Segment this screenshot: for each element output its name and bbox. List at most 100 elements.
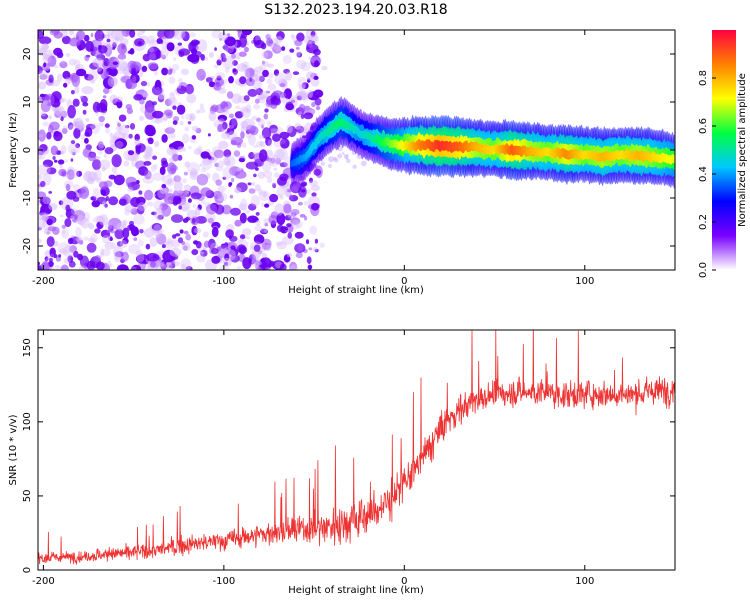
noise-blob [49, 257, 53, 262]
noise-blob [98, 181, 109, 189]
noise-blob [133, 214, 145, 225]
noise-blob [147, 62, 159, 70]
noise-blob [151, 223, 162, 231]
noise-blob [75, 143, 80, 149]
noise-blob [96, 221, 104, 230]
noise-blob [258, 149, 268, 162]
noise-blob [173, 190, 179, 198]
noise-blob [226, 127, 235, 135]
noise-blob [139, 229, 144, 234]
noise-blob [296, 52, 303, 58]
noise-blob [108, 174, 116, 180]
noise-blob [185, 85, 195, 95]
noise-blob [260, 228, 269, 235]
noise-blob [226, 131, 237, 141]
noise-blob [117, 222, 122, 231]
colorbar-tick-label: 0.0 [698, 262, 709, 278]
noise-blob [178, 78, 183, 84]
noise-blob [312, 247, 318, 252]
noise-blob [287, 176, 292, 181]
noise-blob [307, 39, 314, 49]
noise-blob [167, 133, 176, 139]
noise-blob [177, 146, 184, 153]
noise-blob [320, 161, 325, 166]
noise-blob [236, 266, 241, 269]
noise-blob [279, 162, 288, 168]
noise-blob [80, 134, 86, 140]
noise-blob [74, 121, 80, 128]
noise-blob [38, 174, 41, 179]
noise-blob [101, 248, 111, 257]
noise-blob [204, 56, 208, 61]
noise-blob [133, 231, 140, 236]
noise-blob [122, 219, 128, 225]
noise-blob [100, 248, 105, 255]
noise-blob [273, 172, 280, 178]
noise-blob [70, 148, 77, 156]
noise-blob [161, 204, 172, 217]
noise-blob [38, 217, 47, 229]
noise-blob [179, 121, 184, 126]
noise-blob [115, 141, 124, 149]
noise-blob [283, 254, 291, 263]
noise-blob [179, 229, 184, 234]
noise-blob [145, 243, 151, 250]
noise-blob [199, 163, 203, 167]
noise-blob [160, 35, 169, 49]
noise-blob [205, 77, 213, 83]
noise-blob [173, 195, 182, 205]
noise-blob [223, 257, 232, 267]
noise-blob [221, 131, 231, 140]
noise-blob [115, 37, 121, 42]
noise-blob [138, 190, 143, 195]
noise-blob [242, 228, 252, 236]
noise-blob [54, 107, 63, 114]
noise-blob [92, 159, 102, 171]
noise-blob [38, 238, 42, 244]
noise-blob [220, 108, 230, 115]
noise-blob [263, 229, 269, 233]
noise-blob [103, 153, 107, 158]
noise-blob [160, 259, 168, 270]
noise-blob [157, 214, 164, 220]
noise-blob [156, 233, 167, 245]
noise-blob [61, 97, 67, 103]
noise-blob [285, 230, 290, 233]
noise-blob [137, 202, 147, 212]
noise-blob [199, 103, 204, 110]
noise-blob [218, 31, 228, 41]
noise-blob [177, 237, 184, 244]
noise-blob [85, 118, 90, 122]
noise-blob [291, 34, 295, 39]
noise-blob [235, 105, 241, 110]
noise-blob [171, 214, 184, 223]
noise-blob [305, 239, 310, 245]
noise-blob [221, 204, 232, 215]
noise-blob [62, 70, 71, 80]
noise-blob [200, 151, 210, 160]
noise-blob [84, 137, 89, 144]
noise-blob [104, 241, 116, 250]
noise-blob [58, 200, 64, 206]
noise-blob [70, 169, 80, 178]
noise-blob [176, 85, 187, 95]
noise-blob [264, 266, 271, 270]
noise-blob [172, 120, 178, 125]
noise-blob [300, 113, 305, 119]
noise-blob [125, 104, 133, 110]
noise-blob [180, 115, 185, 120]
noise-blob [169, 91, 175, 96]
noise-blob [154, 71, 158, 76]
noise-blob [72, 118, 83, 127]
noise-blob [180, 258, 192, 270]
noise-blob [224, 67, 230, 73]
noise-blob [244, 70, 250, 79]
noise-blob [129, 123, 136, 130]
noise-blob [142, 96, 147, 100]
noise-blob [234, 170, 247, 179]
noise-blob [177, 85, 182, 89]
noise-blob [81, 124, 85, 129]
noise-blob [124, 204, 136, 213]
noise-blob [99, 30, 103, 35]
noise-blob [232, 68, 237, 73]
